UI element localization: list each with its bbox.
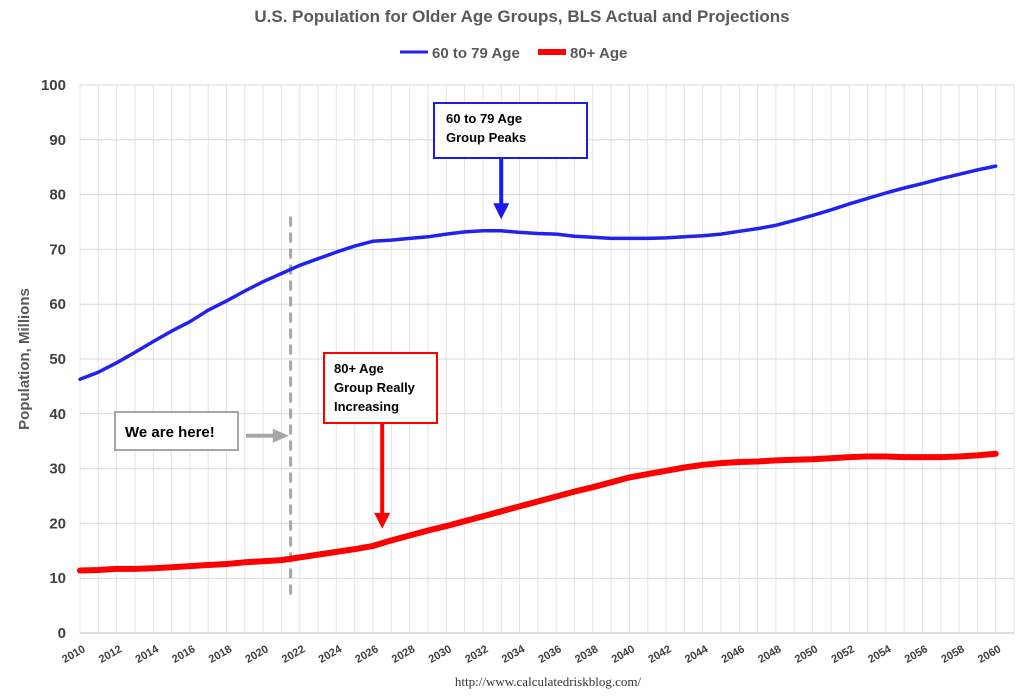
x-tick-label: 2016 [170, 643, 197, 666]
y-tick-label: 60 [49, 296, 66, 313]
annotations: 60 to 79 Age Group Peaks 80+ Age Group R… [114, 102, 588, 529]
y-tick-label: 50 [49, 351, 66, 368]
x-tick-label: 2030 [427, 643, 454, 666]
legend-label-60-79: 60 to 79 Age [432, 45, 520, 62]
x-tick-label: 2056 [903, 643, 930, 666]
annotation-increasing-arrowhead [374, 512, 391, 529]
annotation-here: We are here! [114, 411, 289, 451]
x-tick-label: 2060 [976, 643, 1003, 666]
annotation-increasing-line-2: Group Really [334, 380, 416, 395]
x-tick-label: 2014 [134, 643, 162, 666]
x-tick-label: 2032 [463, 643, 490, 666]
x-tick-label: 2054 [866, 643, 894, 666]
series-line-80-plus [77, 450, 999, 574]
x-tick-label: 2048 [756, 643, 783, 666]
annotation-peak-line-1: 60 to 79 Age [446, 111, 522, 126]
y-tick-label: 100 [41, 77, 66, 94]
x-tick-label: 2010 [60, 643, 87, 666]
x-tick-label: 2020 [243, 643, 270, 666]
series-lines [77, 164, 999, 574]
annotation-increasing-line-1: 80+ Age [334, 361, 384, 376]
annotation-increasing-box [323, 352, 438, 424]
x-tick-label: 2044 [683, 643, 711, 666]
source-url: http://www.calculatedriskblog.com/ [455, 674, 642, 689]
x-tick-label: 2050 [793, 643, 820, 666]
x-tick-label: 2036 [536, 643, 563, 666]
x-tick-label: 2026 [353, 643, 380, 666]
series-line-60-79 [78, 164, 998, 382]
legend-label-80-plus: 80+ Age [570, 45, 627, 62]
y-tick-label: 10 [49, 570, 66, 587]
annotation-peak-arrowhead [493, 203, 510, 220]
y-tick-label: 70 [49, 241, 66, 258]
x-tick-label: 2028 [390, 643, 417, 666]
y-tick-label: 80 [49, 187, 66, 204]
annotation-increasing: 80+ Age Group Really Increasing [323, 352, 438, 529]
legend: 60 to 79 Age 80+ Age [400, 45, 627, 62]
grid [79, 84, 1015, 634]
y-axis-label: Population, Millions [16, 288, 33, 430]
x-tick-label: 2024 [317, 643, 345, 666]
y-tick-label: 40 [49, 406, 66, 423]
chart-title: U.S. Population for Older Age Groups, BL… [254, 7, 789, 26]
x-tick-label: 2018 [207, 643, 234, 666]
y-tick-label: 90 [49, 132, 66, 149]
annotation-peak-box [433, 102, 588, 159]
annotation-here-text: We are here! [125, 424, 215, 441]
annotation-increasing-line-3: Increasing [334, 399, 399, 414]
y-axis-ticks: 0 10 20 30 40 50 60 70 80 90 100 [41, 77, 66, 642]
annotation-peak-line-2: Group Peaks [446, 130, 526, 145]
annotation-here-box [114, 411, 239, 451]
annotation-here-arrowhead [272, 428, 289, 443]
y-tick-label: 30 [49, 461, 66, 478]
y-tick-label: 0 [58, 625, 66, 642]
x-tick-label: 2042 [646, 643, 673, 666]
y-tick-label: 20 [49, 515, 66, 532]
x-tick-label: 2012 [97, 643, 124, 666]
x-tick-label: 2052 [829, 643, 856, 666]
x-tick-label: 2040 [610, 643, 637, 666]
x-tick-label: 2046 [720, 643, 747, 666]
x-tick-label: 2058 [939, 643, 966, 666]
x-tick-label: 2034 [500, 643, 528, 666]
annotation-peak: 60 to 79 Age Group Peaks [433, 102, 588, 220]
x-tick-label: 2022 [280, 643, 307, 666]
x-axis-ticks: 2010 2012 2014 2016 2018 2020 2022 2024 2026 2028… [60, 643, 1003, 666]
x-tick-label: 2038 [573, 643, 600, 666]
